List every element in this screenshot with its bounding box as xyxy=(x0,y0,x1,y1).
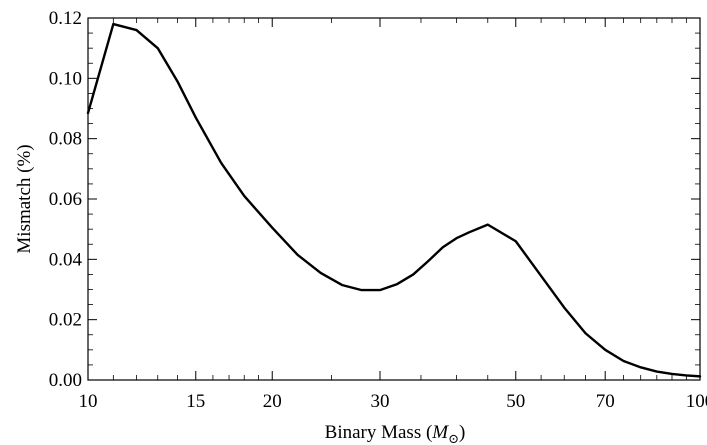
x-tick-label: 100 xyxy=(686,391,707,412)
x-axis-title-text: Binary Mass ( xyxy=(325,422,433,443)
y-tick-label: 0.06 xyxy=(49,189,82,210)
x-axis-title-suffix: ) xyxy=(459,422,465,443)
x-tick-label: 20 xyxy=(263,391,282,412)
plot-frame xyxy=(87,17,701,381)
y-tick-label: 0.00 xyxy=(49,370,82,391)
y-tick-label: 0.12 xyxy=(49,8,82,29)
ticks-layer xyxy=(87,17,701,381)
y-tick-label: 0.08 xyxy=(49,129,82,150)
x-axis-title: Binary Mass (M⊙) xyxy=(325,422,466,445)
y-tick-label: 0.10 xyxy=(49,68,82,89)
y-tick-label: 0.02 xyxy=(49,310,82,331)
x-axis-title-symbol: M xyxy=(431,422,449,443)
x-tick-label: 30 xyxy=(370,391,389,412)
x-tick-label: 15 xyxy=(186,391,205,412)
x-tick-label: 70 xyxy=(596,391,615,412)
x-tick-label: 50 xyxy=(506,391,525,412)
series-layer xyxy=(86,22,702,378)
x-axis-title-subscript: ⊙ xyxy=(448,431,459,445)
y-tick-label: 0.04 xyxy=(49,249,83,270)
x-tick-label: 10 xyxy=(79,391,98,412)
tick-labels-layer: 10 15 20 30 50 70 100 0.00 0.02 0.04 0.06 0.08 0.10 0… xyxy=(49,8,707,412)
y-axis-title: Mismatch (%) xyxy=(14,144,35,253)
series-line xyxy=(86,22,702,378)
